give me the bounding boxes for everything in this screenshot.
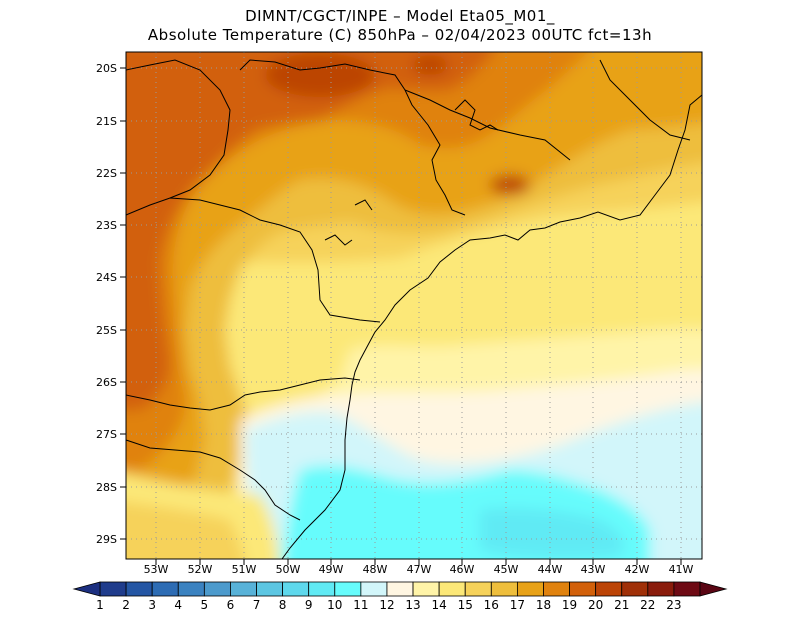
- colorbar-label: 22: [640, 598, 656, 612]
- colorbar-label: 3: [148, 598, 156, 612]
- lon-label: 45W: [493, 563, 519, 576]
- colorbar-swatch: [230, 581, 257, 597]
- colorbar-label: 2: [122, 598, 130, 612]
- lon-label: 53W: [143, 563, 169, 576]
- lon-label: 43W: [580, 563, 606, 576]
- border-pr-sc: [126, 377, 361, 411]
- field-17: [126, 52, 702, 510]
- colorbar-max-arrow: [699, 581, 728, 597]
- colorbar-swatch: [595, 581, 623, 597]
- colorbar-swatch: [569, 581, 597, 597]
- border-mg-sp: [239, 59, 466, 216]
- lat-label: 28S: [96, 481, 117, 494]
- lon-label: 50W: [275, 563, 301, 576]
- colorbar-swatch: [151, 581, 179, 597]
- colorbar-swatch: [543, 581, 570, 597]
- map-frame: [125, 51, 703, 560]
- colorbar-swatch: [256, 581, 284, 597]
- colorbar-swatch: [308, 581, 336, 597]
- lon-label: 49W: [318, 563, 344, 576]
- reservoir-3: [354, 199, 373, 211]
- colorbar-label: 1: [96, 598, 104, 612]
- lat-label: 22S: [96, 167, 117, 180]
- border-es-mg: [599, 59, 691, 141]
- colorbar-label: 15: [457, 598, 473, 612]
- colorbar-swatch: [282, 581, 310, 597]
- colorbar-label: 11: [353, 598, 369, 612]
- lat-label: 29S: [96, 533, 117, 546]
- colorbar-swatch: [177, 581, 205, 597]
- colorbar-swatch: [360, 581, 388, 597]
- lon-label: 47W: [406, 563, 432, 576]
- title-line-1: DIMNT/CGCT/INPE – Model Eta05_M01_: [245, 7, 555, 25]
- lat-label: 21S: [96, 115, 117, 128]
- lat-label: 25S: [96, 324, 117, 337]
- field-15-sw: [126, 502, 245, 559]
- lon-label: 42W: [624, 563, 650, 576]
- border-pr-sp: [126, 197, 381, 323]
- colorbar-label: 8: [278, 598, 287, 612]
- lon-label: 48W: [362, 563, 388, 576]
- field-20c: [490, 175, 530, 195]
- field-20b: [412, 55, 448, 75]
- colorbar-label: 18: [535, 598, 552, 612]
- colorbar-label: 14: [431, 598, 447, 612]
- border-rj-mg: [404, 89, 571, 161]
- lat-label: 24S: [96, 271, 117, 284]
- colorbar-label: 21: [614, 598, 630, 612]
- colorbar-label: 13: [405, 598, 421, 612]
- colorbar-swatch: [647, 581, 675, 597]
- border-ms: [126, 59, 231, 199]
- colorbar-swatch: [99, 581, 127, 597]
- colorbar-swatch: [438, 581, 466, 597]
- colorbar-label: 9: [304, 598, 313, 612]
- lon-label: 52W: [187, 563, 213, 576]
- colorbar-min-arrow: [72, 581, 101, 597]
- colorbar-swatch: [490, 581, 518, 597]
- border-sc-rs: [126, 439, 301, 521]
- colorbar-swatch: [516, 581, 544, 597]
- title-line-2: Absolute Temperature (C) 850hPa – 02/04/…: [147, 26, 653, 44]
- colorbar-swatch: [125, 581, 153, 597]
- colorbar-label: 12: [379, 598, 395, 612]
- reservoir-2: [324, 234, 353, 246]
- colorbar-label: 6: [226, 598, 235, 612]
- colorbar-swatch: [203, 581, 231, 597]
- colorbar-swatch: [334, 581, 362, 597]
- colorbar-swatch: [673, 581, 701, 597]
- colorbar-label: 16: [483, 598, 499, 612]
- lon-label: 51W: [231, 563, 257, 576]
- colorbar-swatch: [412, 581, 440, 597]
- colorbar-label: 23: [666, 598, 682, 612]
- field-9: [480, 508, 624, 559]
- coastline: [281, 94, 702, 559]
- colorbar: [72, 581, 728, 597]
- colorbar-label: 5: [200, 598, 209, 612]
- colorbar-label: 4: [174, 598, 183, 612]
- colorbar-swatch: [621, 581, 649, 597]
- axis-ticks: [120, 67, 682, 565]
- coastline-and-borders: [126, 59, 702, 559]
- lat-label: 26S: [96, 376, 117, 389]
- colorbar-label: 19: [561, 598, 578, 612]
- field-20a: [265, 53, 375, 97]
- lat-label: 20S: [96, 62, 117, 75]
- colorbar-label: 7: [252, 598, 261, 612]
- lat-lon-grid: [126, 52, 702, 559]
- lat-label: 27S: [96, 428, 117, 441]
- lon-label: 46W: [449, 563, 475, 576]
- colorbar-label: 17: [509, 598, 526, 612]
- colorbar-label: 20: [588, 598, 604, 612]
- lon-label: 44W: [537, 563, 563, 576]
- lon-label: 41W: [668, 563, 694, 576]
- reservoir-1: [454, 99, 499, 131]
- colorbar-label: 10: [327, 598, 343, 612]
- lat-label: 23S: [96, 219, 117, 232]
- colorbar-swatch: [464, 581, 492, 597]
- colorbar-swatch: [386, 581, 414, 597]
- field-19: [126, 52, 493, 410]
